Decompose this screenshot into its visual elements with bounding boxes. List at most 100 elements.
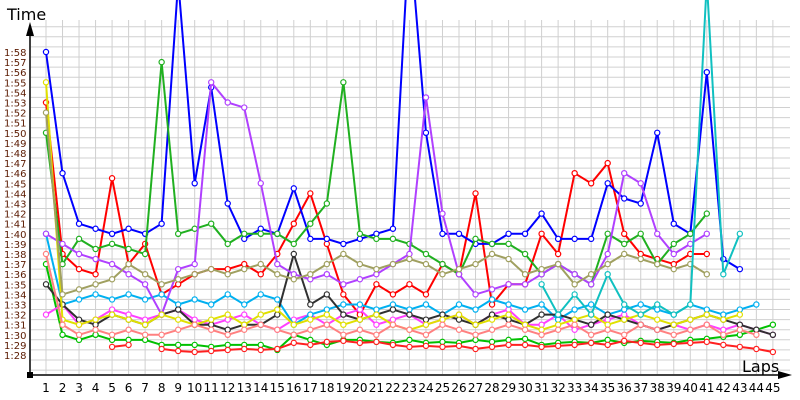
data-point [75,235,83,243]
data-point [422,331,430,338]
data-point [307,271,314,278]
data-point [290,339,297,347]
data-point [587,271,595,278]
data-point [125,311,132,318]
data-point [257,346,264,354]
y-tick-label: 1:53 [4,99,26,110]
data-point [439,338,446,346]
data-point [472,336,479,344]
x-tick-label: 43 [732,381,747,395]
data-point [340,301,347,308]
data-point [505,336,512,344]
series-group [42,0,777,356]
data-point [488,326,496,333]
data-point [654,341,661,349]
x-tick-label: 16 [286,381,301,395]
data-point [108,276,116,283]
data-point [241,260,248,268]
data-point [604,321,611,328]
data-point [505,311,512,318]
data-point [406,250,413,258]
data-point [290,220,297,227]
data-point [274,271,281,278]
data-point [340,311,347,318]
x-tick-label: 11 [204,381,219,395]
data-point [488,286,496,293]
data-point [59,331,66,338]
series-10 [42,109,711,298]
data-point [637,255,644,263]
data-point [687,339,694,347]
data-point [587,281,595,288]
data-point [621,195,628,202]
data-point [505,240,512,248]
data-point [224,341,231,349]
x-tick-label: 26 [451,381,466,395]
data-point [538,311,545,318]
data-point [670,250,677,258]
data-point [356,306,364,313]
data-point [604,336,611,344]
data-point [538,271,545,278]
data-point [604,311,611,318]
data-point [158,345,165,353]
data-point [323,240,331,248]
data-point [769,348,777,356]
data-point [753,331,760,338]
y-tick-label: 1:33 [4,301,26,312]
data-point [191,316,198,323]
data-point [422,301,430,308]
data-point [505,255,512,263]
data-point [274,311,281,318]
data-point [554,260,562,268]
data-point [521,230,529,237]
data-point [703,321,711,328]
data-point [224,316,231,323]
data-point [389,225,397,232]
series-11 [42,250,760,338]
data-point [521,306,529,313]
data-point [323,271,331,278]
data-point [191,180,198,187]
data-point [356,276,364,283]
data-point [373,271,380,278]
data-point [42,48,50,56]
data-point [141,321,149,328]
data-point [406,311,413,318]
data-point [241,345,248,353]
y-tick-label: 1:52 [4,109,26,120]
data-point [687,230,694,237]
y-tick-label: 1:48 [4,149,26,160]
data-point [439,260,446,268]
data-point [670,321,677,328]
data-point [621,316,628,323]
y-tick-label: 1:39 [4,240,26,251]
data-point [736,306,744,313]
x-tick-label: 32 [550,381,565,395]
data-point [604,250,611,258]
x-tick-label: 29 [501,381,516,395]
data-point [753,301,760,308]
data-point [207,265,215,273]
data-point [720,311,727,318]
data-point [753,326,760,333]
data-point [455,301,463,308]
data-point [587,301,595,308]
data-point [174,230,182,237]
data-point [307,311,314,318]
data-point [488,311,496,318]
y-tick-label: 1:40 [4,230,26,241]
y-axis-arrow [26,22,34,36]
data-point [207,321,215,328]
data-point [505,306,512,313]
series-3 [108,337,777,356]
x-tick-label: 44 [749,381,764,395]
data-point [191,348,198,356]
data-point [521,271,529,278]
data-point [207,220,215,227]
y-tick-label: 1:38 [4,250,26,261]
data-point [521,321,529,328]
x-tick-label: 2 [59,381,67,395]
data-point [241,235,248,243]
data-point [670,220,677,227]
